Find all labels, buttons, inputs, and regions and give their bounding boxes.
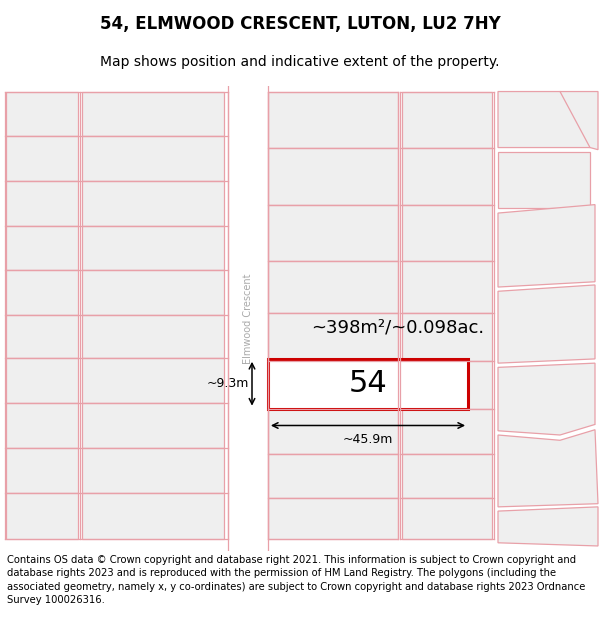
Bar [6, 136, 78, 181]
Bar [268, 361, 398, 409]
Bar [268, 409, 398, 454]
Bar [402, 361, 492, 409]
Bar [402, 204, 492, 261]
Bar [268, 498, 398, 539]
Bar [82, 181, 224, 226]
Bar [402, 91, 492, 148]
Polygon shape [498, 363, 595, 435]
Bar [402, 409, 492, 454]
Bar [6, 493, 78, 539]
Bar [6, 91, 78, 136]
Bar [6, 270, 78, 314]
Bar [82, 226, 224, 270]
Bar [6, 226, 78, 270]
Polygon shape [498, 204, 595, 287]
Text: ~9.3m: ~9.3m [207, 378, 249, 390]
Bar [82, 314, 224, 358]
Text: ~45.9m: ~45.9m [343, 432, 393, 446]
Bar [82, 403, 224, 448]
Text: 54: 54 [349, 369, 388, 398]
Bar [268, 314, 398, 361]
Text: ~398m²/~0.098ac.: ~398m²/~0.098ac. [311, 318, 485, 336]
Text: Contains OS data © Crown copyright and database right 2021. This information is : Contains OS data © Crown copyright and d… [7, 555, 586, 605]
Bar [268, 91, 398, 148]
Bar [6, 358, 78, 403]
Bar [6, 403, 78, 448]
Bar [82, 136, 224, 181]
Text: 54, ELMWOOD CRESCENT, LUTON, LU2 7HY: 54, ELMWOOD CRESCENT, LUTON, LU2 7HY [100, 15, 500, 33]
Bar [6, 314, 78, 358]
Bar [82, 91, 224, 136]
Bar [6, 181, 78, 226]
Polygon shape [498, 91, 590, 148]
Bar [268, 204, 398, 261]
Bar [82, 448, 224, 493]
Bar [82, 358, 224, 403]
Bar [402, 261, 492, 314]
Polygon shape [498, 507, 598, 546]
Bar [268, 148, 398, 204]
Polygon shape [498, 152, 590, 208]
Bar [268, 359, 468, 409]
Bar [402, 148, 492, 204]
Bar [268, 261, 398, 314]
Bar [82, 493, 224, 539]
Bar [6, 448, 78, 493]
Bar [82, 270, 224, 314]
Bar [402, 498, 492, 539]
Bar [402, 314, 492, 361]
Polygon shape [560, 91, 598, 149]
Text: Elmwood Crescent: Elmwood Crescent [243, 274, 253, 364]
Bar [402, 454, 492, 498]
Text: Map shows position and indicative extent of the property.: Map shows position and indicative extent… [100, 55, 500, 69]
Bar [268, 454, 398, 498]
Polygon shape [498, 285, 595, 363]
Polygon shape [498, 430, 598, 507]
